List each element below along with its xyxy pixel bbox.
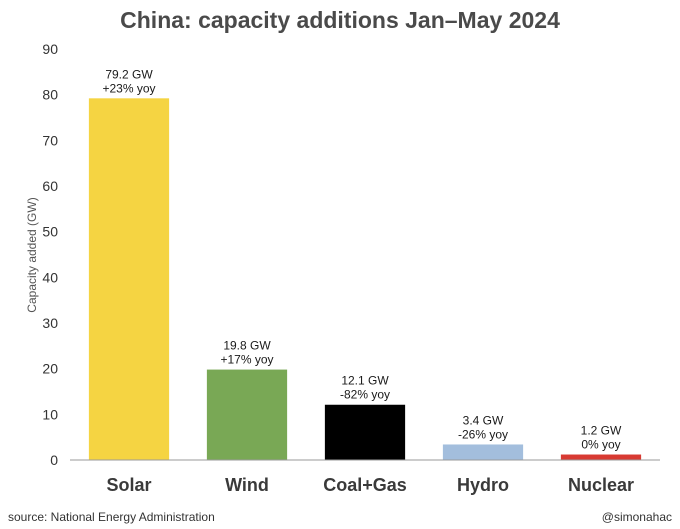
bar-labels: 79.2 GW+23% yoy 19.8 GW+17% yoy 12.1 GW-82…: [102, 67, 622, 451]
bar-value-label: 79.2 GW: [105, 67, 153, 81]
bar-change-label: -26% yoy: [458, 427, 508, 441]
y-tick-label: 70: [42, 132, 58, 148]
x-tick-label: Hydro: [457, 475, 509, 495]
y-tick-label: 60: [42, 178, 58, 194]
bar-coal-gas: [324, 404, 406, 460]
y-tick-label: 30: [42, 315, 58, 331]
y-tick-label: 40: [42, 269, 58, 285]
y-tick-label: 90: [42, 41, 58, 57]
x-tick-label: Nuclear: [568, 475, 634, 495]
y-tick-label: 20: [42, 361, 58, 377]
bar-value-label: 12.1 GW: [341, 374, 389, 388]
author-credit: @simonahac: [602, 510, 672, 524]
bar-value-label: 3.4 GW: [463, 413, 504, 427]
y-tick-label: 0: [50, 452, 58, 468]
bar-hydro: [442, 444, 524, 460]
x-axis-ticks: Solar Wind Coal+Gas Hydro Nuclear: [106, 475, 634, 495]
y-tick-label: 80: [42, 87, 58, 103]
x-tick-label: Solar: [106, 475, 151, 495]
bars: [88, 98, 642, 460]
y-tick-label: 10: [42, 406, 58, 422]
bar-change-label: -82% yoy: [340, 388, 390, 402]
source-note: source: National Energy Administration: [8, 510, 215, 524]
bar-change-label: 0% yoy: [581, 438, 620, 452]
x-tick-label: Wind: [225, 475, 269, 495]
bar-value-label: 1.2 GW: [581, 424, 622, 438]
chart-title: China: capacity additions Jan–May 2024: [120, 7, 560, 33]
y-axis-label: Capacity added (GW): [25, 197, 39, 312]
y-tick-label: 50: [42, 224, 58, 240]
bar-nuclear: [560, 454, 642, 460]
bar-change-label: +23% yoy: [102, 81, 155, 95]
bar-wind: [206, 369, 288, 460]
bar-change-label: +17% yoy: [220, 353, 273, 367]
y-axis-ticks: 0 10 20 30 40 50 60 70 80 90: [42, 41, 58, 468]
bar-solar: [88, 98, 170, 460]
x-tick-label: Coal+Gas: [323, 475, 407, 495]
bar-value-label: 19.8 GW: [223, 339, 271, 353]
